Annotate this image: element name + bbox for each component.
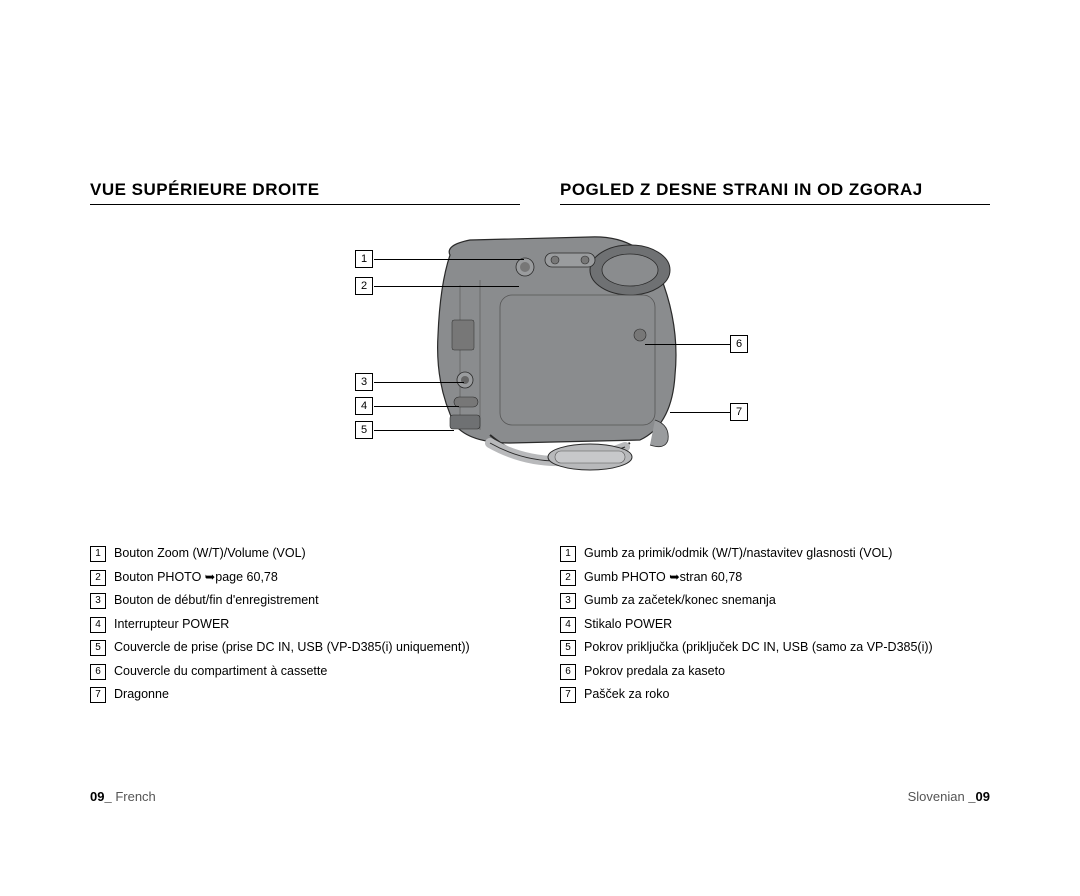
callout-3: 3 bbox=[355, 373, 373, 391]
legend-right-4: 4Stikalo POWER bbox=[560, 616, 990, 634]
legend-right-3: 3Gumb za začetek/konec snemanja bbox=[560, 592, 990, 610]
legend-left: 1Bouton Zoom (W/T)/Volume (VOL) 2Bouton … bbox=[90, 545, 520, 704]
camcorder-illustration bbox=[390, 225, 710, 475]
legend-left-2: 2Bouton PHOTO ➥page 60,78 bbox=[90, 569, 520, 587]
heading-left: VUE SUPÉRIEURE DROITE bbox=[90, 180, 520, 205]
callout-4: 4 bbox=[355, 397, 373, 415]
callout-2: 2 bbox=[355, 277, 373, 295]
callout-5: 5 bbox=[355, 421, 373, 439]
callout-7: 7 bbox=[730, 403, 748, 421]
diagram-area: 1 2 3 4 5 6 7 bbox=[90, 215, 990, 495]
legend-left-5: 5Couvercle de prise (prise DC IN, USB (V… bbox=[90, 639, 520, 657]
legend-left-3: 3Bouton de début/fin d'enregistrement bbox=[90, 592, 520, 610]
legend-left-6: 6Couvercle du compartiment à cassette bbox=[90, 663, 520, 681]
legend-right-6: 6Pokrov predala za kaseto bbox=[560, 663, 990, 681]
legend-right: 1Gumb za primik/odmik (W/T)/nastavitev g… bbox=[560, 545, 990, 704]
heading-right: POGLED Z DESNE STRANI IN OD ZGORAJ bbox=[560, 180, 990, 205]
legend-left-7: 7Dragonne bbox=[90, 686, 520, 704]
callout-1: 1 bbox=[355, 250, 373, 268]
legend-left-1: 1Bouton Zoom (W/T)/Volume (VOL) bbox=[90, 545, 520, 563]
footer-right: Slovenian _09 bbox=[908, 789, 990, 804]
legend-right-5: 5Pokrov priključka (priključek DC IN, US… bbox=[560, 639, 990, 657]
legend-right-2: 2Gumb PHOTO ➥stran 60,78 bbox=[560, 569, 990, 587]
legend-left-4: 4Interrupteur POWER bbox=[90, 616, 520, 634]
legend-right-1: 1Gumb za primik/odmik (W/T)/nastavitev g… bbox=[560, 545, 990, 563]
callout-6: 6 bbox=[730, 335, 748, 353]
legend-right-7: 7Pašček za roko bbox=[560, 686, 990, 704]
footer-left: 09_ French bbox=[90, 789, 156, 804]
